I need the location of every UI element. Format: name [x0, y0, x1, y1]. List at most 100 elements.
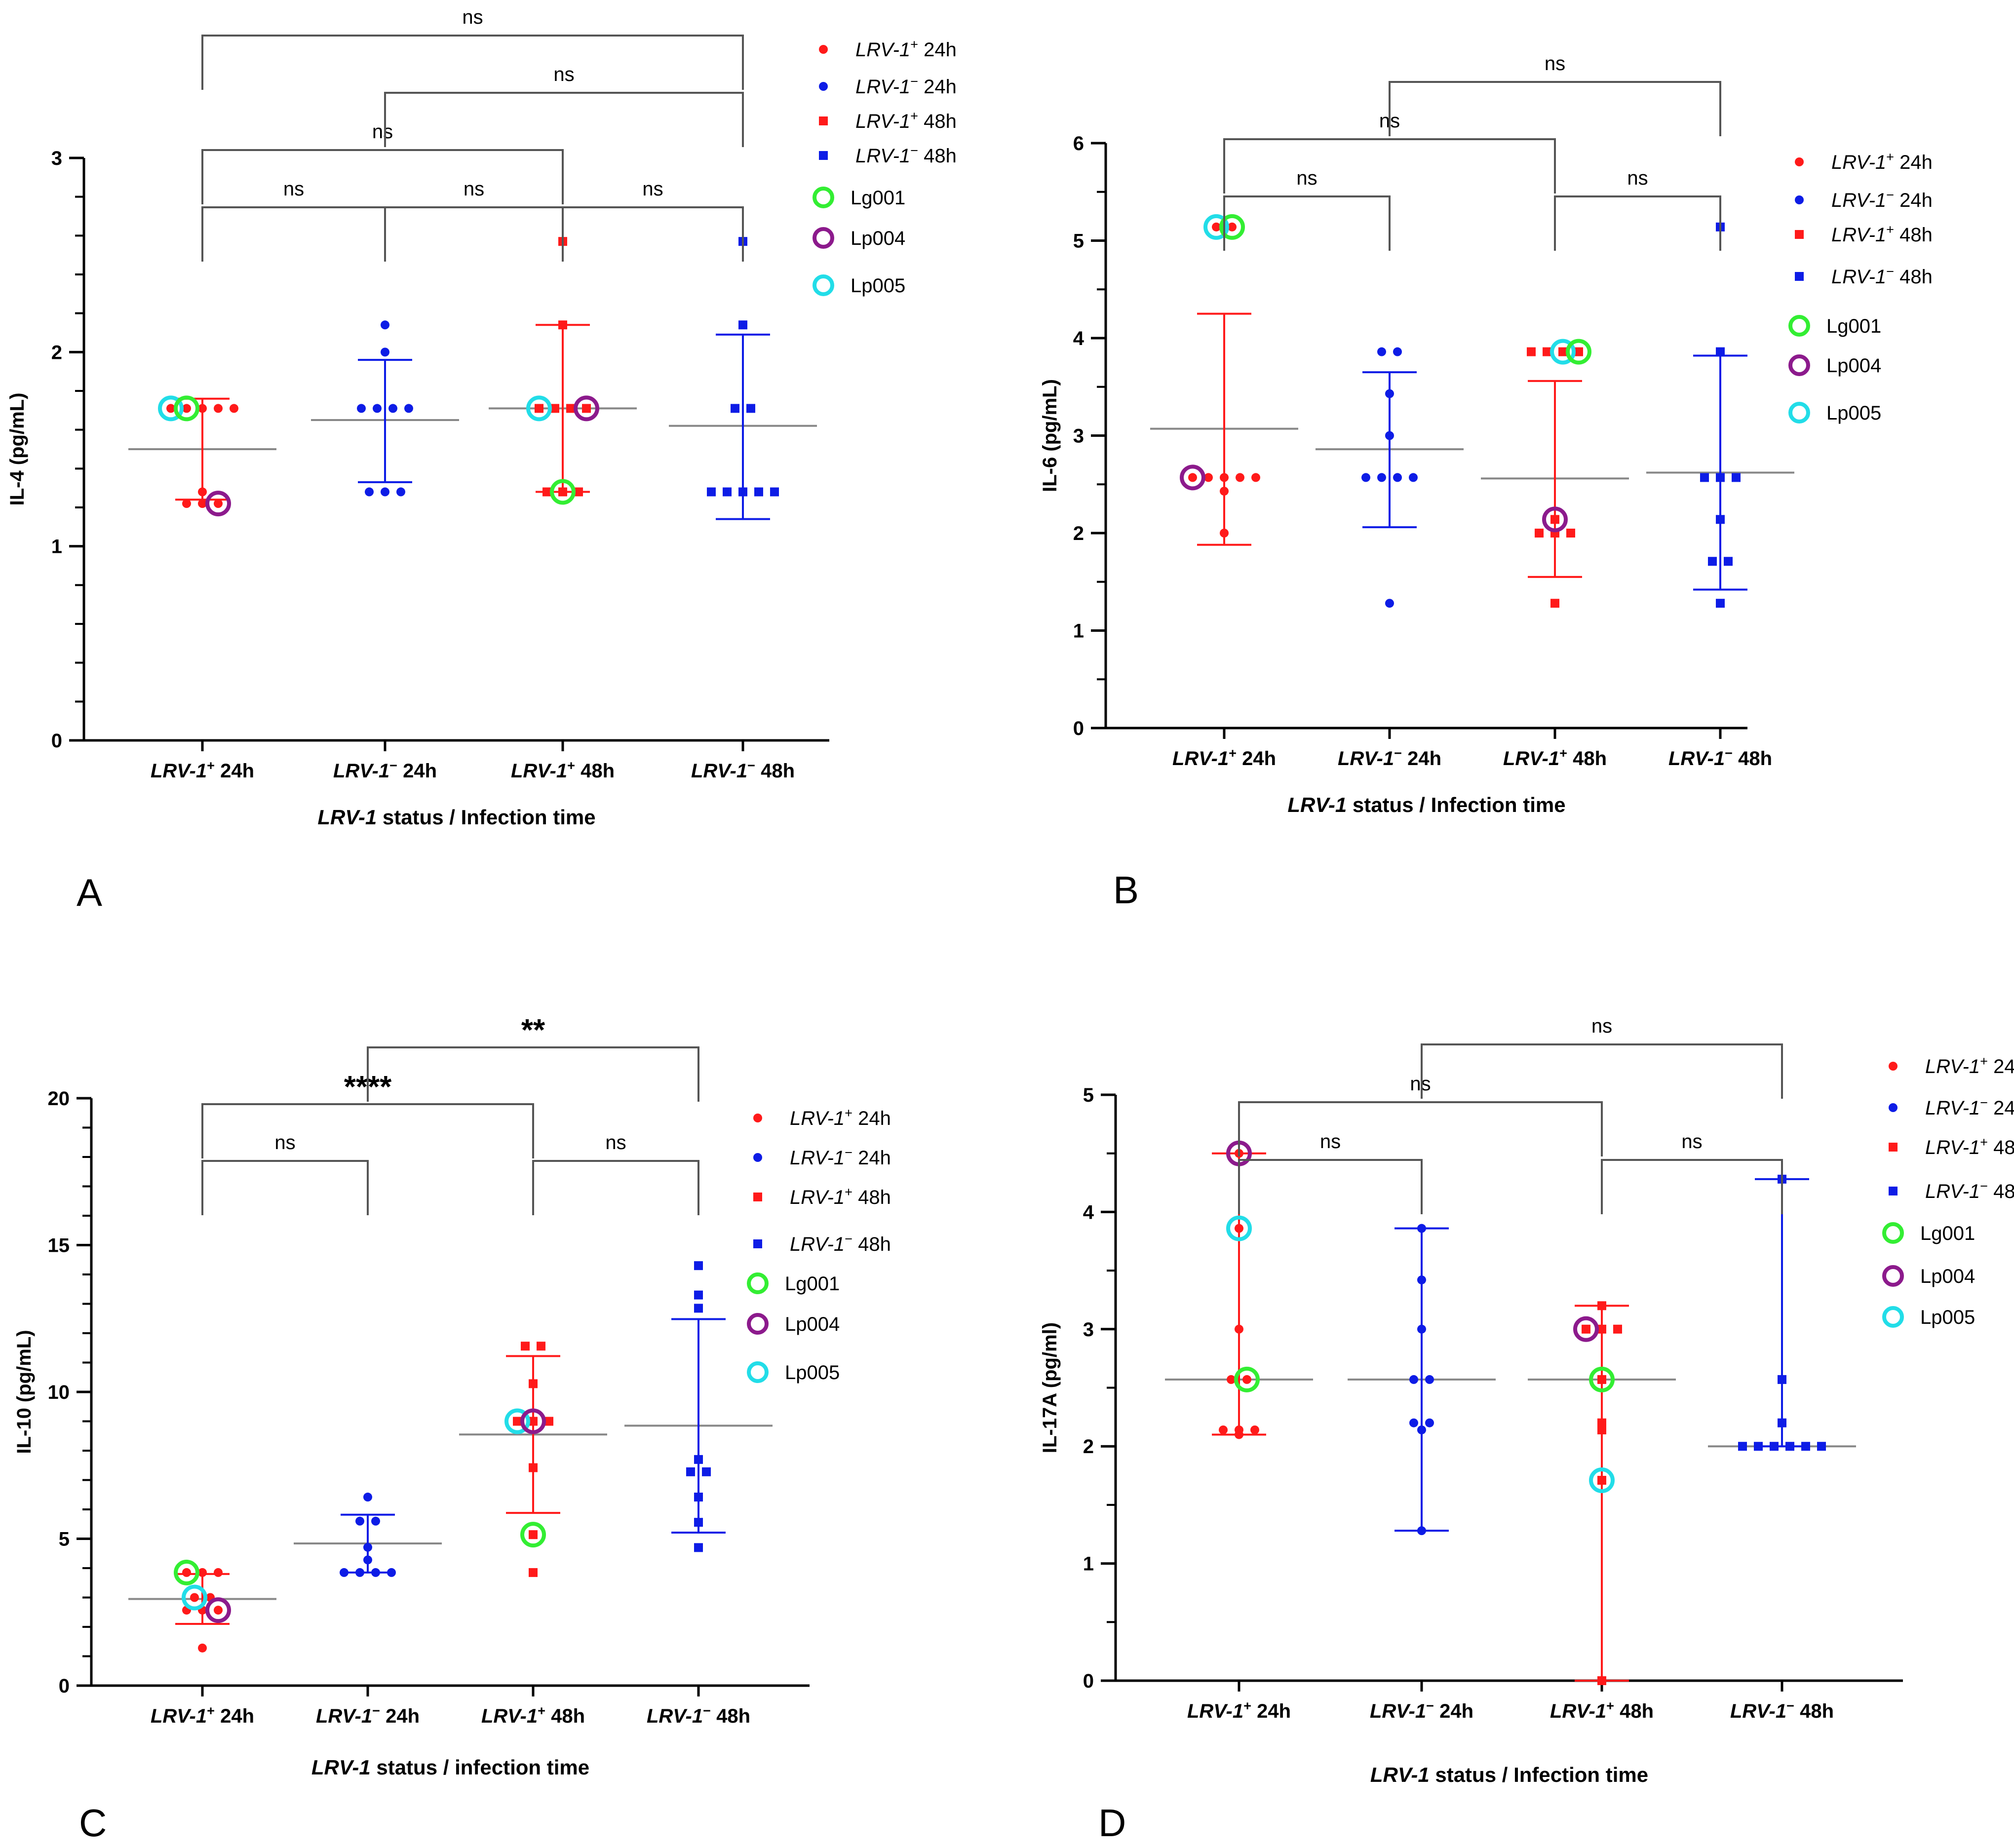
data-point — [1801, 1442, 1810, 1451]
data-point — [355, 1568, 364, 1577]
data-point — [1220, 473, 1229, 482]
legend-ring — [747, 1361, 769, 1383]
legend-item: LRV-1− 24h — [819, 74, 957, 98]
data-point — [537, 1342, 545, 1351]
data-point — [702, 1467, 711, 1476]
strain-ring-lg001 — [174, 395, 199, 422]
x-tick-label: LRV-1− 48h — [1668, 745, 1772, 770]
data-point — [166, 404, 175, 413]
data-point — [387, 1568, 396, 1577]
data-point — [723, 487, 732, 497]
x-tick-label: LRV-1− 48h — [691, 758, 795, 782]
y-tick-label: 0 — [51, 730, 62, 752]
strain-ring-lg001 — [1219, 214, 1245, 240]
significance-bracket — [1238, 1101, 1603, 1156]
x-tick-label: LRV-1+ 24h — [1172, 745, 1276, 770]
data-point — [1204, 473, 1213, 482]
y-axis-title: IL-10 (pg/mL) — [13, 1330, 35, 1454]
legend-label: LRV-1− 48h — [1831, 264, 1933, 288]
y-tick-label: 1 — [1073, 620, 1084, 642]
legend-label: LRV-1+ 24h — [855, 37, 957, 61]
legend-ring — [813, 227, 834, 249]
data-point — [214, 1606, 223, 1615]
data-point — [1409, 473, 1418, 482]
data-point — [1716, 347, 1725, 356]
legend-item: LRV-1+ 24h — [753, 1105, 891, 1129]
data-point — [363, 1542, 372, 1552]
panel-letter: B — [1113, 868, 1139, 912]
y-tick-label: 5 — [59, 1529, 70, 1550]
legend-ring — [1788, 354, 1810, 376]
legend-marker — [819, 151, 828, 160]
legend-label: LRV-1+ 24h — [790, 1105, 891, 1129]
legend-label: Lg001 — [785, 1273, 840, 1295]
legend-marker — [1795, 195, 1804, 204]
significance-bracket — [1421, 1043, 1783, 1099]
data-point — [198, 1568, 207, 1577]
data-point — [694, 1290, 703, 1300]
data-point — [694, 1543, 703, 1552]
y-axis-title: IL-4 (pg/mL) — [6, 393, 28, 506]
data-point — [198, 499, 207, 508]
data-point — [1385, 599, 1394, 608]
legend-ring — [747, 1272, 769, 1294]
data-point — [1778, 1375, 1786, 1384]
significance-label: ** — [521, 1013, 545, 1047]
significance-bracket — [532, 1160, 699, 1215]
x-tick-label: LRV-1+ 48h — [1550, 1698, 1654, 1722]
data-point — [1732, 473, 1741, 482]
data-point — [1409, 1418, 1418, 1427]
data-point — [357, 404, 366, 413]
legend-label: LRV-1+ 48h — [1831, 222, 1933, 246]
legend-marker — [1889, 1187, 1898, 1195]
significance-bracket — [201, 35, 744, 90]
legend-item: Lg001 — [1788, 315, 1881, 337]
data-point — [1700, 473, 1709, 482]
significance-bracket — [384, 92, 744, 147]
y-tick-label: 3 — [51, 148, 62, 169]
data-point — [1817, 1442, 1826, 1451]
data-point — [1242, 1375, 1251, 1384]
legend-label: Lp004 — [1920, 1266, 1975, 1287]
data-point — [770, 487, 779, 497]
x-tick-label: LRV-1+ 24h — [151, 1703, 254, 1727]
data-point — [529, 1568, 538, 1577]
significance-label: ns — [1591, 1015, 1612, 1037]
y-tick-label: 5 — [1073, 231, 1084, 252]
legend-label: LRV-1+ 24h — [1925, 1053, 2014, 1078]
data-point — [373, 404, 382, 413]
data-point — [1377, 347, 1386, 356]
significance-bracket — [1223, 195, 1391, 251]
data-point — [566, 404, 575, 413]
data-point — [694, 1518, 703, 1527]
y-tick-label: 0 — [1083, 1670, 1094, 1692]
panel-letter: C — [79, 1801, 107, 1845]
legend-item: LRV-1− 48h — [1795, 264, 1933, 288]
y-tick-label: 0 — [1073, 718, 1084, 739]
strain-ring-lg001 — [174, 1559, 199, 1585]
data-point — [1597, 1324, 1606, 1334]
legend-item: Lp004 — [747, 1313, 840, 1335]
legend-marker — [753, 1193, 762, 1201]
data-point — [1417, 1275, 1426, 1285]
y-tick-label: 3 — [1083, 1319, 1094, 1341]
data-point — [542, 487, 551, 497]
significance-bracket — [201, 1103, 534, 1158]
data-point — [1417, 1324, 1426, 1334]
legend-item: Lp004 — [813, 227, 905, 249]
significance-bracket — [1389, 81, 1721, 136]
strain-ring-lp005 — [1203, 214, 1229, 240]
legend-ring — [1882, 1265, 1904, 1287]
significance-label: ns — [274, 1132, 295, 1154]
x-tick-label: LRV-1− 24h — [1370, 1698, 1473, 1722]
strain-ring-lp004 — [205, 1597, 231, 1623]
legend-label: Lg001 — [851, 187, 905, 209]
data-point — [396, 487, 405, 497]
data-point — [1535, 529, 1544, 538]
data-point — [1597, 1676, 1606, 1685]
legend-marker — [753, 1153, 762, 1162]
legend-label: LRV-1+ 48h — [855, 108, 957, 132]
data-point — [529, 1463, 538, 1472]
x-axis-title: LRV-1 status / Infection time — [1287, 793, 1565, 816]
data-point — [363, 1555, 372, 1565]
